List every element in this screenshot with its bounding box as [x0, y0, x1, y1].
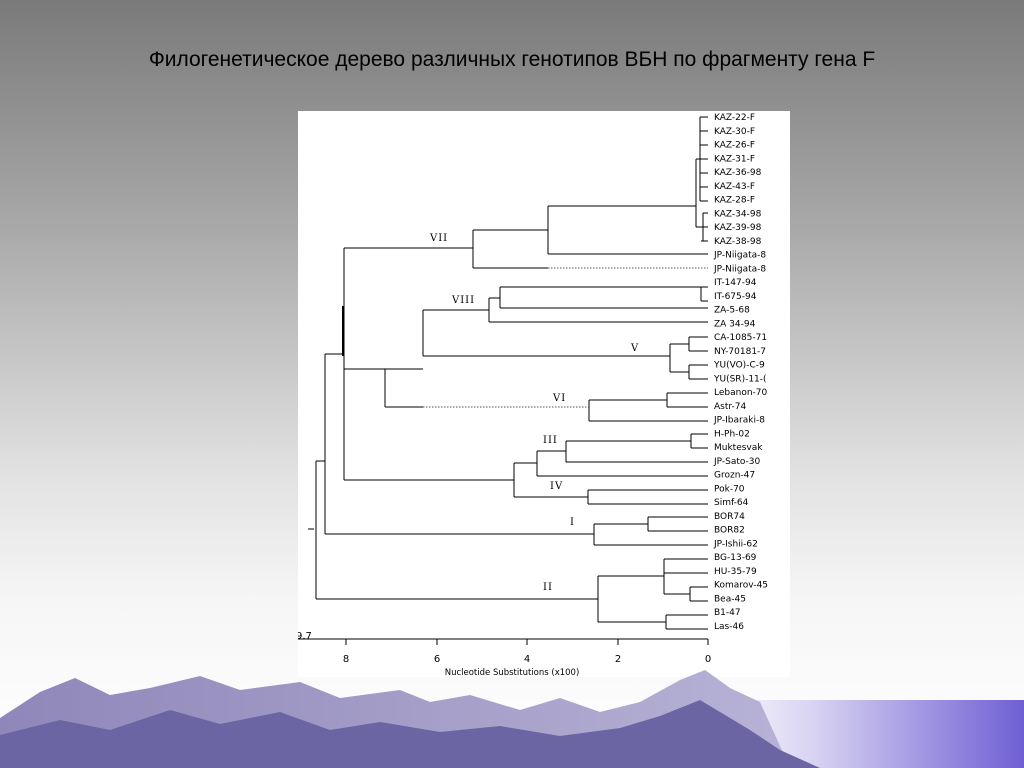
leaf-label: KAZ-39-98 [714, 223, 762, 233]
leaf-label: CA-1085-71 [714, 333, 767, 343]
root-distance-label: 9.7 [298, 631, 312, 642]
leaf-label: Astr-74 [714, 402, 746, 412]
mountain-decoration [0, 670, 1024, 768]
leaf-label: BG-13-69 [714, 553, 757, 563]
phylogenetic-tree-figure: KAZ-22-F KAZ-30-F KAZ-26-F KAZ-31-F KAZ-36-9… [298, 111, 790, 677]
leaf-label: IT-675-94 [714, 292, 757, 302]
leaf-label: Bea-45 [714, 594, 746, 604]
leaf-label: Muktesvak [714, 443, 763, 453]
clade-label: IV [550, 481, 563, 492]
leaf-label: IT-147-94 [714, 278, 757, 288]
leaf-label: KAZ-36-98 [714, 168, 762, 178]
leaf-label: YU(VO)-C-9 [713, 361, 765, 371]
clade-label: VII [429, 233, 448, 244]
leaf-label: ZA 34-94 [714, 319, 756, 329]
leaf-label: JP-Niigata-8 [713, 264, 766, 274]
axis-tick-label: 0 [705, 654, 711, 665]
leaf-label: KAZ-38-98 [714, 237, 762, 247]
leaf-label: Simf-64 [714, 498, 749, 508]
leaf-label: JP-Ishii-62 [713, 539, 758, 549]
axis-title: Nucleotide Substitutions (x100) [445, 668, 580, 677]
clade-label: III [543, 435, 558, 446]
leaf-label: ZA-5-68 [714, 306, 750, 316]
near-mountains [0, 700, 820, 768]
leaf-label: Komarov-45 [714, 581, 768, 591]
leaf-label: BOR74 [714, 512, 745, 522]
leaf-label: Lebanon-70 [714, 388, 768, 398]
leaf-label: B1-47 [714, 608, 741, 618]
axis-tick-labels: 8 6 4 2 0 [343, 654, 711, 665]
leaf-label: JP-Niigata-8 [713, 251, 766, 261]
leaf-label: H-Ph-02 [714, 429, 750, 439]
leaf-label: YU(SR)-11-( [713, 374, 767, 384]
leaf-label: KAZ-22-F [714, 113, 755, 123]
leaf-label: KAZ-30-F [714, 127, 755, 137]
axis-tick-label: 2 [615, 654, 621, 665]
axis-tick-label: 8 [343, 654, 349, 665]
leaf-label: KAZ-28-F [714, 196, 755, 206]
leaf-label: JP-Ibaraki-8 [713, 416, 765, 426]
leaf-label: KAZ-26-F [714, 141, 755, 151]
leaf-label: Grozn-47 [714, 471, 755, 481]
tree-branches [298, 116, 709, 645]
clade-label: VI [552, 393, 566, 404]
clade-label: VIII [451, 295, 475, 306]
clade-label: I [570, 517, 575, 528]
clade-label: V [630, 343, 639, 354]
leaf-label: KAZ-34-98 [714, 209, 762, 219]
leaf-label: Las-46 [714, 622, 744, 632]
leaf-labels: KAZ-22-F KAZ-30-F KAZ-26-F KAZ-31-F KAZ-36-9… [713, 113, 768, 632]
leaf-label: HU-35-79 [714, 567, 757, 577]
clade-label: II [543, 582, 553, 593]
axis-tick-label: 4 [524, 654, 530, 665]
leaf-label: NY-70181-7 [714, 347, 766, 357]
leaf-label: BOR82 [714, 526, 745, 536]
leaf-label: KAZ-43-F [714, 182, 755, 192]
slide-title: Филогенетическое дерево различных геноти… [148, 48, 876, 71]
axis-tick-label: 6 [434, 654, 440, 665]
leaf-label: KAZ-31-F [714, 154, 755, 164]
phylogenetic-tree: KAZ-22-F KAZ-30-F KAZ-26-F KAZ-31-F KAZ-36-9… [298, 113, 768, 677]
leaf-label: Pok-70 [714, 484, 745, 494]
leaf-label: JP-Sato-30 [713, 457, 761, 467]
